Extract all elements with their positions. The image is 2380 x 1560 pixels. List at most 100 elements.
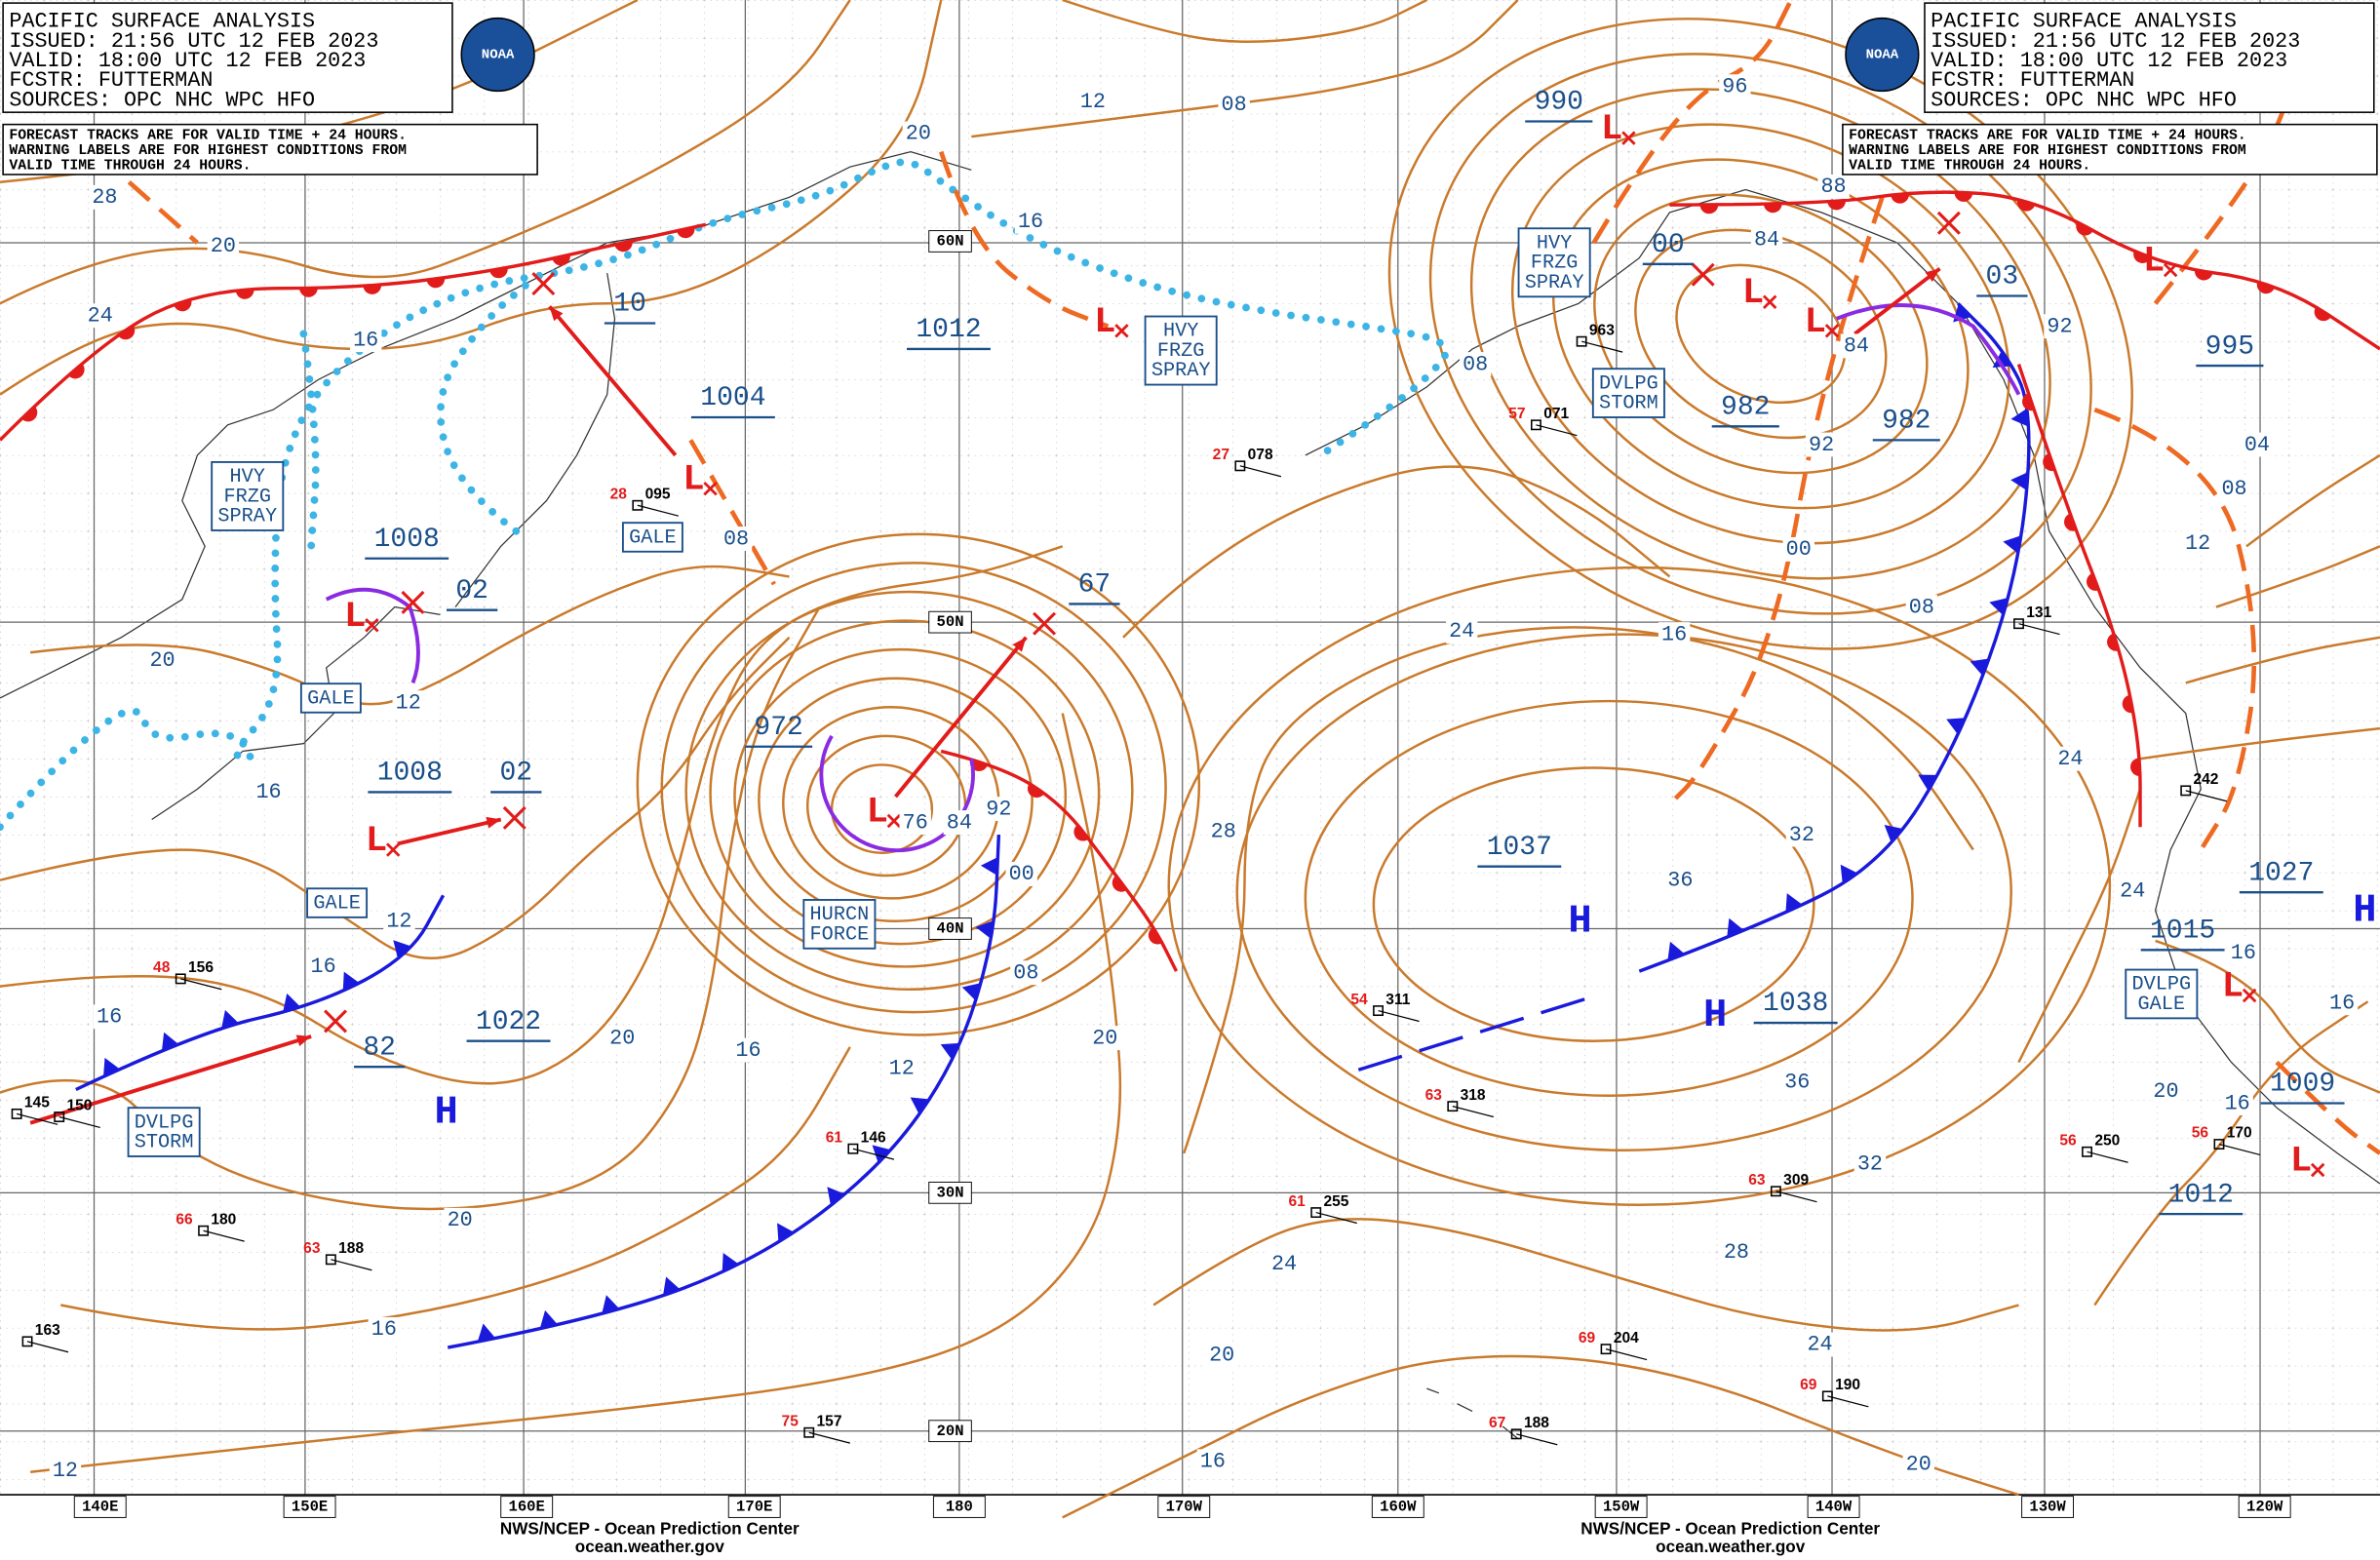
forecast-position: [401, 590, 425, 614]
front-symbol: [2194, 269, 2213, 281]
low-marker: [2310, 1162, 2325, 1178]
isobar: [2185, 636, 2380, 684]
label-background: [2117, 878, 2149, 904]
wind-barb: [1315, 1211, 1357, 1225]
isobar-label: 92: [2047, 314, 2072, 338]
longitude-label: 140E: [82, 1499, 118, 1516]
station-pressure: 188: [1524, 1415, 1549, 1431]
pressure-center-label: 1009: [2270, 1070, 2335, 1100]
station-temperature: 54: [1350, 992, 1368, 1008]
pressure-center-label: 982: [1721, 393, 1770, 423]
front-symbol: [1840, 864, 1858, 884]
label-background: [1750, 227, 1783, 253]
station-pressure: 131: [2026, 604, 2051, 621]
front-symbol: [614, 240, 633, 253]
front-symbol: [961, 983, 981, 1001]
latitude-label: 40N: [937, 920, 964, 938]
warning-label: HVY: [1163, 321, 1198, 343]
station-marker: [2213, 1139, 2225, 1150]
station-pressure: 309: [1783, 1172, 1809, 1189]
label-background: [1720, 1239, 1753, 1265]
front-symbol: [1970, 658, 1989, 677]
isobar-label: 36: [1784, 1070, 1810, 1094]
station-temperature: 63: [1748, 1172, 1766, 1189]
isobar-label: 12: [396, 690, 421, 715]
label-background: [1658, 622, 1691, 647]
front-symbol: [68, 363, 85, 379]
station-marker: [1510, 1428, 1522, 1440]
label-background: [2054, 746, 2087, 771]
pressure-center-label: 1027: [2248, 858, 2314, 888]
station-pressure: 311: [1385, 992, 1410, 1008]
trough: [2275, 1060, 2380, 1155]
warning-box: [1517, 227, 1591, 298]
label-background: [49, 1458, 82, 1483]
geo-label-box: [932, 1496, 986, 1518]
isobars: [0, 0, 2380, 1519]
low-marker: [1621, 131, 1636, 145]
isobar: [1122, 465, 1671, 639]
forecast-position: [502, 805, 527, 830]
longitude-label: 180: [946, 1499, 973, 1516]
station-marker: [803, 1426, 815, 1438]
longitude-label: 160E: [509, 1499, 545, 1516]
occluded-front: [819, 734, 975, 853]
low-marker: [703, 481, 718, 496]
front-symbol: [980, 857, 998, 876]
isobar-label: 16: [735, 1038, 761, 1063]
label-background: [2221, 1091, 2253, 1115]
header-issued: ISSUED: 21:56 UTC 12 FEB 2023: [1931, 29, 2300, 54]
isobar-label: 16: [1200, 1450, 1226, 1474]
longitude-label: 150W: [1603, 1499, 1640, 1516]
station-temperature: 56: [2059, 1133, 2077, 1150]
station-pressure: 255: [1323, 1193, 1348, 1210]
label-background: [253, 780, 285, 804]
header-issued: ISSUED: 21:56 UTC 12 FEB 2023: [9, 29, 378, 54]
label-background: [207, 233, 240, 258]
note-line: VALID TIME THROUGH 24 HOURS.: [1849, 159, 2090, 175]
front-symbol: [2010, 408, 2029, 427]
isobar: [2017, 788, 2142, 1064]
front-symbol: [2043, 452, 2055, 472]
isobar: [0, 636, 791, 959]
isobar: [1634, 228, 1888, 440]
header-sources: SOURCES: OPC NHC WPC HFO: [9, 88, 315, 112]
wind-barb: [852, 1148, 895, 1160]
front-symbol: [489, 267, 508, 279]
station-pressure: 078: [1248, 447, 1273, 463]
low-center: L: [1094, 302, 1115, 343]
front-symbol: [940, 1042, 960, 1060]
logo-text: NOAA: [482, 48, 515, 63]
isobar: [1428, 53, 2092, 615]
front-symbol: [103, 1057, 121, 1077]
trough: [1591, 0, 1794, 245]
warning-label: GALE: [307, 687, 355, 710]
station-temperature: 27: [1213, 447, 1229, 463]
ice-edge: [0, 158, 1450, 832]
low-center: L: [867, 793, 888, 834]
longitude-label: 150E: [292, 1499, 328, 1516]
header-title: PACIFIC SURFACE ANALYSIS: [9, 10, 315, 34]
warning-box: [299, 682, 362, 714]
warning-box: [802, 899, 877, 950]
wind-barb: [1239, 465, 1282, 478]
low-center: L: [2222, 967, 2243, 1008]
geo-label-box: [928, 917, 972, 940]
wind-barb: [1378, 1009, 1420, 1023]
latitude-label: 60N: [937, 233, 964, 251]
pressure-center-label: 982: [1882, 407, 1931, 437]
isobar: [1593, 193, 1929, 475]
station-pressure: 188: [338, 1240, 364, 1257]
warm-front: [940, 749, 1179, 972]
front-symbol: [2076, 221, 2093, 236]
isobar: [0, 545, 1064, 1085]
front-symbol: [2107, 633, 2120, 651]
isobar: [0, 0, 943, 396]
isobar-label: 16: [1018, 210, 1043, 234]
warning-label: SPRAY: [217, 506, 277, 528]
isobar-label: 20: [1906, 1453, 1931, 1477]
isobar-label: 08: [2221, 477, 2246, 501]
